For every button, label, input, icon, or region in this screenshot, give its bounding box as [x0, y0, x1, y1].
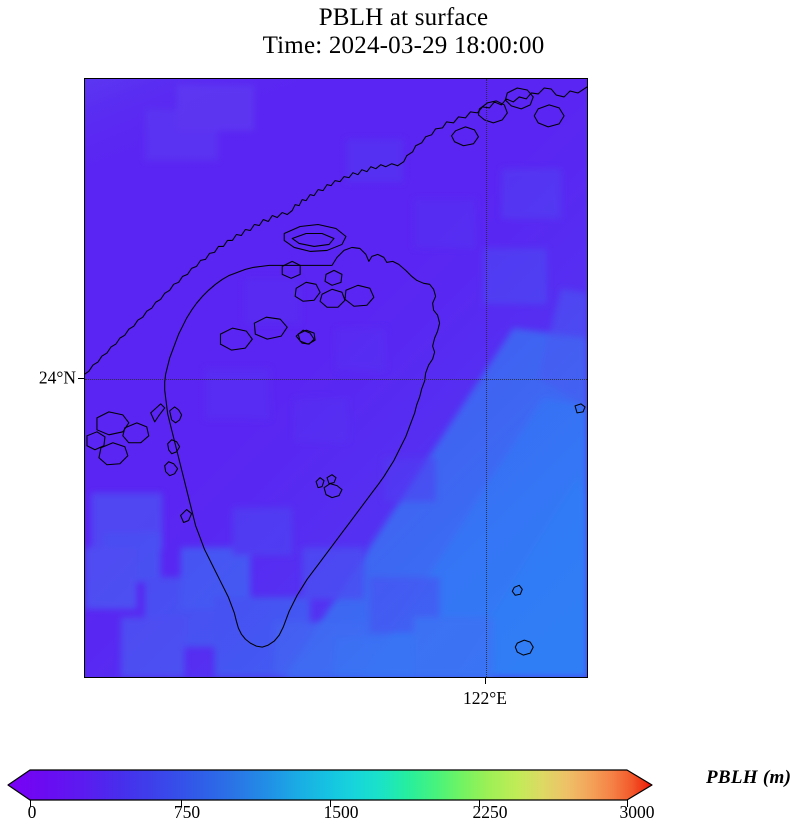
coast-penghu-main	[323, 483, 343, 499]
coast-island-cluster-2	[319, 288, 346, 308]
colorbar[interactable]: 0 750 1500 2250 3000	[0, 758, 807, 836]
coast-penghu-north	[326, 474, 337, 485]
coast-pingtan-island	[283, 223, 347, 252]
colorbar-axis-label: PBLH (m)	[706, 767, 792, 788]
coast-taiwan-north-cape	[295, 329, 315, 345]
colorbar-label-750: 750	[173, 802, 201, 822]
coast-xiamen-3	[86, 431, 106, 451]
tick-label-lat-24N: 24°N	[38, 367, 76, 388]
coast-island-cluster-1	[294, 281, 321, 302]
coast-xiamen-2	[122, 422, 150, 444]
coast-fujian-bay-4	[451, 126, 479, 147]
pblh-field-layer	[85, 79, 587, 677]
tick-mark-lon-122E	[485, 678, 486, 684]
coast-green-island	[511, 584, 523, 596]
coast-fujian-mid	[291, 163, 399, 212]
coast-taiwan-west-notch-1	[169, 406, 183, 424]
colorbar-tick-0	[30, 800, 31, 807]
coast-east-islet	[574, 403, 586, 414]
colorbar-label-3000: 3000	[619, 802, 655, 822]
colorbar-tick-1500	[330, 800, 331, 807]
coast-taiwan-southwest-notch	[180, 509, 193, 524]
coast-fujian-bay-2	[504, 87, 534, 110]
coast-island-cluster-3	[344, 284, 375, 307]
coast-taiwan	[164, 246, 441, 648]
gridline-layer	[85, 79, 587, 677]
title-line-variable: PBLH at surface	[318, 4, 489, 31]
title-line-time: Time: 2024-03-29 18:00:00	[262, 32, 545, 59]
coast-island-small-1	[297, 329, 316, 345]
gridline-lon-122E	[486, 79, 487, 677]
colorbar-label-1500: 1500	[323, 802, 359, 822]
tick-mark-lat-24N	[78, 378, 84, 379]
colorbar-label-2250: 2250	[472, 802, 508, 822]
figure-title: PBLH at surface Time: 2024-03-29 18:00:0…	[0, 4, 807, 60]
coast-penghu-west	[315, 477, 325, 489]
pblh-field-image	[85, 79, 587, 677]
coast-fujian-south	[85, 210, 293, 375]
coast-taiwan-west-notch-3	[164, 461, 179, 477]
coast-dongshan	[98, 442, 129, 466]
colorbar-tick-3000	[627, 800, 628, 807]
coast-island-cluster-4	[253, 316, 288, 340]
map-axes[interactable]	[84, 78, 588, 678]
colorbar-gradient	[7, 769, 653, 801]
coast-island-small-2	[281, 260, 301, 279]
gridline-lat-24N	[85, 379, 587, 380]
coast-orchid-island	[514, 639, 534, 656]
coastline-layer	[85, 79, 587, 677]
coast-pingtan-inner	[291, 232, 335, 247]
coast-taiwan-west-notch-2	[167, 439, 181, 455]
coast-island-small-3	[324, 269, 343, 286]
coast-island-cluster-5	[219, 327, 253, 351]
colorbar-label-0: 0	[27, 802, 37, 822]
colorbar-tick-2250	[479, 800, 480, 807]
tick-label-lon-122E: 122°E	[463, 688, 507, 708]
coast-fujian-bay-1	[477, 100, 508, 124]
colorbar-tick-750	[181, 800, 182, 807]
coast-taiwan-west-spit	[150, 403, 166, 423]
coast-fujian-bay-3	[533, 104, 565, 128]
coastline-paths	[85, 86, 587, 656]
